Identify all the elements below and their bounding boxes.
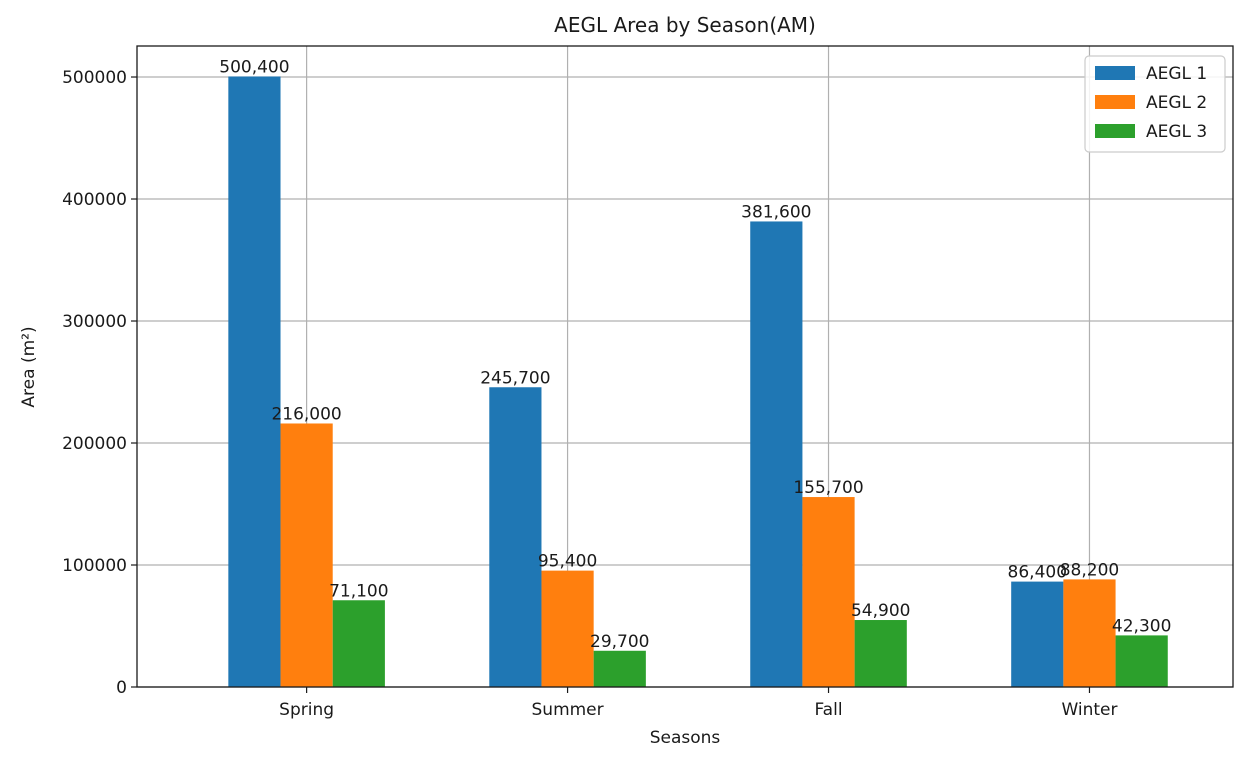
plot-frame: [136, 45, 1234, 688]
data-label: 86,400: [1008, 563, 1067, 583]
y-tick-label: 400000: [62, 190, 127, 210]
bar-aegl-2-summer: [541, 570, 594, 687]
x-tick-label: Summer: [532, 700, 604, 720]
data-label: 54,900: [851, 601, 910, 621]
data-labels: 500,400 245,700 381,600 86,400 216,000 95,400…: [219, 58, 1171, 652]
bar-aegl-1-winter: [1011, 581, 1064, 687]
y-axis-ticks: 0 100000 200000 300000 400000 500000: [62, 68, 137, 698]
bar-aegl-3-winter: [1115, 635, 1168, 687]
chart-title: AEGL Area by Season(AM): [554, 13, 816, 37]
legend-label: AEGL 1: [1146, 64, 1207, 84]
x-tick-label: Fall: [814, 700, 842, 720]
x-axis-label: Seasons: [650, 728, 721, 748]
legend-label: AEGL 2: [1146, 93, 1207, 113]
data-label: 500,400: [219, 58, 289, 78]
bar-aegl-2-fall: [802, 497, 855, 687]
legend-label: AEGL 3: [1146, 122, 1207, 142]
bar-aegl-3-fall: [854, 620, 907, 687]
y-tick-label: 200000: [62, 434, 127, 454]
bar-aegl-3-spring: [332, 600, 385, 687]
y-tick-label: 500000: [62, 68, 127, 88]
data-label: 245,700: [480, 368, 550, 388]
y-axis-label: Area (m²): [19, 326, 39, 407]
data-label: 95,400: [538, 552, 597, 572]
bars: [228, 76, 1168, 688]
bar-aegl-2-spring: [280, 423, 333, 687]
legend-swatch: [1095, 95, 1135, 109]
y-tick-label: 0: [116, 678, 127, 698]
bar-aegl-3-summer: [593, 650, 646, 687]
bar-aegl-1-summer: [489, 387, 542, 687]
data-label: 381,600: [741, 202, 811, 222]
data-label: 155,700: [793, 478, 863, 498]
legend-swatch: [1095, 66, 1135, 80]
y-tick-label: 100000: [62, 556, 127, 576]
y-tick-label: 300000: [62, 312, 127, 332]
x-tick-label: Winter: [1061, 700, 1117, 720]
data-label: 88,200: [1060, 560, 1119, 580]
x-tick-label: Spring: [279, 700, 334, 720]
bar-aegl-2-winter: [1063, 579, 1116, 687]
legend-swatch: [1095, 124, 1135, 138]
data-label: 29,700: [590, 632, 649, 652]
x-axis-ticks: Spring Summer Fall Winter: [279, 687, 1118, 720]
legend: AEGL 1 AEGL 2 AEGL 3: [1084, 55, 1226, 153]
data-label: 71,100: [329, 581, 388, 601]
data-label: 42,300: [1112, 616, 1171, 636]
bar-aegl-1-spring: [228, 76, 281, 688]
data-label: 216,000: [271, 404, 341, 424]
bar-aegl-1-fall: [750, 221, 803, 687]
